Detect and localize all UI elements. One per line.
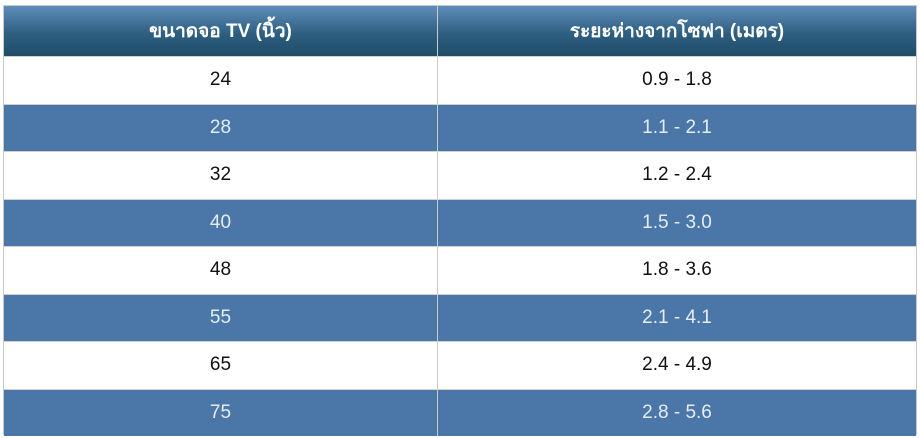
table-cell: 2.1 - 4.1	[642, 306, 712, 328]
table-cell: 48	[4, 247, 438, 294]
table-cell: 32	[4, 152, 438, 199]
table-cell: 24	[4, 57, 438, 104]
table-cell: 1.1 - 2.1	[642, 116, 712, 138]
table-cell: 2.4 - 4.9	[642, 354, 712, 376]
header-row: ขนาดจอ TV (นิ้ว) ระยะห่างจากโซฟา (เมตร)	[4, 6, 916, 56]
table-cell: 55	[4, 294, 438, 341]
table-row: 40 1.5 - 3.0	[4, 198, 916, 246]
table-cell: 1.2 - 2.4	[642, 164, 712, 186]
table: ขนาดจอ TV (นิ้ว) ระยะห่างจากโซฟา (เมตร) 24…	[3, 5, 917, 436]
table-cell: 1.5 - 3.0	[642, 211, 712, 233]
table-row: 32 1.2 - 2.4	[4, 151, 916, 199]
table-cell: 75	[4, 389, 438, 436]
table-row: 75 2.8 - 5.6	[4, 388, 916, 436]
header-cell: ขนาดจอ TV (นิ้ว)	[4, 6, 438, 56]
table-cell: 1.8 - 3.6	[642, 259, 712, 281]
table-cell: 40	[4, 199, 438, 246]
table-cell: 2.8 - 5.6	[642, 401, 712, 423]
table-row: 24 0.9 - 1.8	[4, 56, 916, 104]
table-cell: 65	[4, 342, 438, 389]
table-row: 65 2.4 - 4.9	[4, 341, 916, 389]
table-cell: 28	[4, 104, 438, 151]
table-row: 28 1.1 - 2.1	[4, 103, 916, 151]
header-cell: ระยะห่างจากโซฟา (เมตร)	[569, 21, 785, 42]
table-row: 48 1.8 - 3.6	[4, 246, 916, 294]
table-row: 55 2.1 - 4.1	[4, 293, 916, 341]
table-cell: 0.9 - 1.8	[642, 69, 712, 91]
